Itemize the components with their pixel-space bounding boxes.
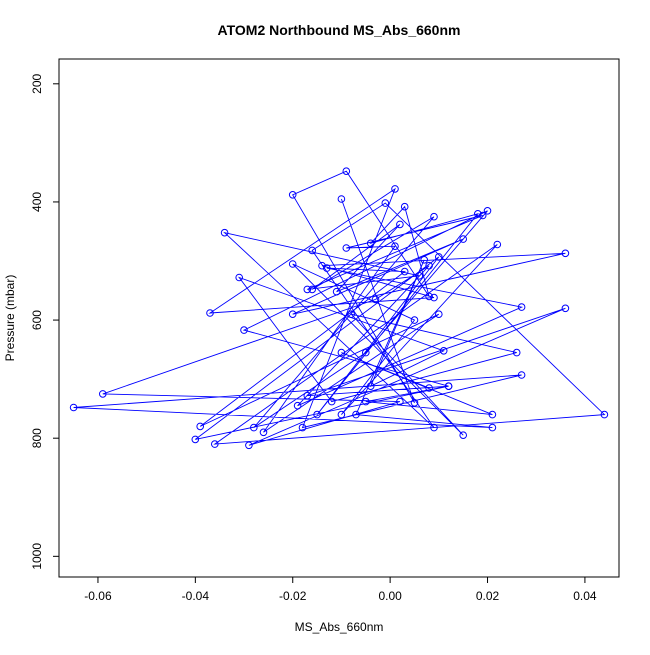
- data-point: [425, 261, 433, 270]
- plot-frame: [58, 58, 620, 578]
- data-point: [561, 304, 570, 313]
- data-point: [303, 285, 312, 294]
- data-point: [435, 310, 443, 319]
- data-point: [366, 239, 375, 248]
- data-point: [323, 264, 331, 272]
- data-point: [420, 256, 429, 264]
- data-point: [240, 326, 248, 334]
- data-point: [206, 309, 214, 317]
- data-point: [600, 410, 609, 419]
- data-point: [459, 431, 468, 440]
- data-point: [362, 348, 370, 357]
- data-point: [425, 384, 433, 392]
- x-tick-label: 0.02: [476, 589, 500, 603]
- data-point: [517, 303, 526, 311]
- data-point: [298, 423, 307, 432]
- data-point: [474, 210, 482, 218]
- y-tick-label: 600: [30, 310, 44, 330]
- x-tick-label: 0.00: [378, 589, 402, 603]
- data-point: [459, 235, 468, 243]
- data-point: [313, 410, 321, 419]
- data-point: [318, 261, 326, 270]
- data-point: [430, 423, 438, 432]
- data-point: [439, 347, 448, 355]
- x-tick-label: -0.02: [279, 589, 307, 603]
- data-point: [347, 310, 356, 319]
- data-point: [293, 401, 302, 410]
- data-point: [245, 441, 253, 450]
- data-point: [435, 253, 443, 261]
- y-axis: 200 400 600 800 1000: [30, 73, 59, 570]
- series-points: [69, 167, 609, 450]
- data-point: [308, 246, 317, 255]
- x-tick-label: -0.06: [84, 589, 112, 603]
- y-tick-label: 800: [30, 428, 44, 448]
- data-point: [400, 202, 409, 211]
- data-point: [99, 390, 107, 398]
- data-point: [220, 228, 229, 237]
- data-point: [396, 397, 404, 406]
- data-point: [235, 273, 243, 282]
- data-point: [430, 212, 438, 221]
- data-point: [391, 242, 399, 250]
- x-tick-label: -0.04: [182, 589, 210, 603]
- data-point: [366, 382, 375, 391]
- data-point: [337, 195, 346, 203]
- data-point: [250, 423, 258, 432]
- data-point: [488, 410, 497, 419]
- data-point: [327, 397, 336, 406]
- data-point: [342, 167, 351, 175]
- y-axis-label: Pressure (mbar): [3, 275, 17, 362]
- data-point: [288, 310, 297, 319]
- data-point: [512, 348, 521, 357]
- x-axis-label: MS_Abs_660nm: [295, 620, 384, 634]
- data-point: [396, 220, 404, 229]
- data-point: [337, 348, 346, 357]
- series-lines: [73, 170, 606, 446]
- data-point: [362, 397, 370, 406]
- data-point: [69, 403, 78, 412]
- data-point: [444, 382, 453, 391]
- data-point: [488, 423, 497, 432]
- data-point: [381, 199, 390, 207]
- data-point: [211, 440, 219, 448]
- data-point: [259, 428, 268, 437]
- data-point: [430, 293, 438, 302]
- y-tick-label: 200: [30, 73, 44, 93]
- series-line: [73, 170, 606, 446]
- data-point: [425, 292, 433, 301]
- data-point: [288, 260, 297, 268]
- data-point: [415, 272, 424, 280]
- y-tick-label: 1000: [30, 543, 44, 570]
- data-point: [410, 399, 419, 407]
- data-point: [352, 410, 360, 419]
- data-point: [561, 249, 570, 258]
- data-point: [196, 422, 204, 431]
- data-point: [517, 371, 526, 379]
- data-point: [342, 244, 351, 252]
- data-point: [483, 207, 492, 215]
- data-point: [332, 287, 341, 296]
- chart-title: ATOM2 Northbound MS_Abs_660nm: [218, 22, 461, 38]
- data-point: [191, 435, 200, 444]
- data-point: [337, 410, 346, 419]
- x-axis: -0.06 -0.04 -0.02 0.00 0.02 0.04: [84, 577, 597, 603]
- data-point: [371, 295, 380, 304]
- data-point: [493, 240, 502, 249]
- data-point: [288, 191, 297, 199]
- x-tick-label: 0.04: [573, 589, 597, 603]
- data-point: [410, 316, 419, 324]
- data-point: [303, 391, 312, 400]
- data-point: [478, 211, 487, 220]
- data-point: [400, 267, 409, 276]
- data-point: [308, 285, 317, 294]
- y-tick-label: 400: [30, 192, 44, 212]
- data-point: [391, 185, 399, 193]
